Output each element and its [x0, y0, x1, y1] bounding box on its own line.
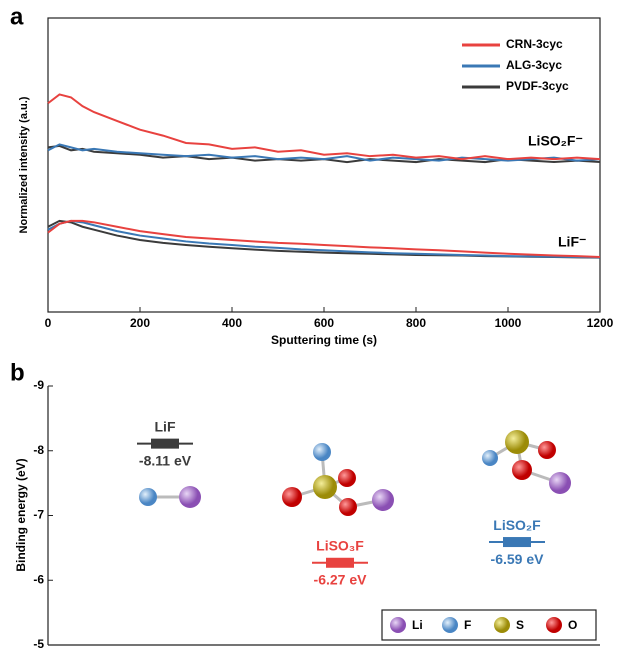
- series-line: [48, 94, 600, 159]
- molecule-liso2f: [482, 430, 571, 494]
- x-tick-label: 800: [406, 316, 426, 330]
- y-tick-label: -5: [33, 637, 44, 650]
- x-tick-label: 1200: [587, 316, 614, 330]
- atom-swatch: [494, 617, 510, 633]
- annotation: LiF⁻: [558, 234, 586, 250]
- level-name: LiSO₃F: [316, 537, 364, 553]
- legend-label: ALG-3cyc: [506, 58, 562, 72]
- panel-label: a: [10, 3, 24, 30]
- atom-label: S: [516, 618, 524, 632]
- series-line: [48, 221, 600, 258]
- atom-swatch: [390, 617, 406, 633]
- x-tick-label: 0: [45, 316, 52, 330]
- x-tick-label: 600: [314, 316, 334, 330]
- y-tick-label: -6: [33, 572, 44, 586]
- annotation: LiSO₂F⁻: [528, 133, 583, 149]
- level-bar: [503, 537, 531, 547]
- value-label: -6.59 eV: [491, 551, 545, 567]
- level-name: LiF: [155, 418, 176, 434]
- atom-swatch: [442, 617, 458, 633]
- y-tick-label: -7: [33, 508, 44, 522]
- molecule-liso3f: [282, 443, 394, 516]
- atom-label: F: [464, 618, 471, 632]
- y-tick-label: -8: [33, 443, 44, 457]
- x-tick-label: 1000: [495, 316, 522, 330]
- y-tick-label: -9: [33, 378, 44, 392]
- level-bar: [151, 439, 179, 449]
- page: a b Sputtering time (s) Normalized inten…: [0, 0, 618, 655]
- atom-swatch: [546, 617, 562, 633]
- y-axis-label: Binding energy (eV): [14, 458, 28, 571]
- level-name: LiSO₂F: [493, 517, 541, 533]
- legend-label: PVDF-3cyc: [506, 79, 569, 93]
- legend-label: CRN-3cyc: [506, 37, 563, 51]
- value-label: -6.27 eV: [314, 571, 368, 587]
- value-label: -8.11 eV: [139, 452, 192, 468]
- figure: a b Sputtering time (s) Normalized inten…: [0, 0, 618, 650]
- molecule-lif: [139, 486, 201, 508]
- x-tick-label: 200: [130, 316, 150, 330]
- x-tick-label: 400: [222, 316, 242, 330]
- level-bar: [326, 558, 354, 568]
- y-axis-label: Normalized intensity (a.u.): [18, 96, 30, 233]
- x-axis-label: Sputtering time (s): [271, 333, 377, 347]
- atom-label: O: [568, 618, 577, 632]
- panel-label: b: [10, 359, 25, 386]
- atom-label: Li: [412, 618, 423, 632]
